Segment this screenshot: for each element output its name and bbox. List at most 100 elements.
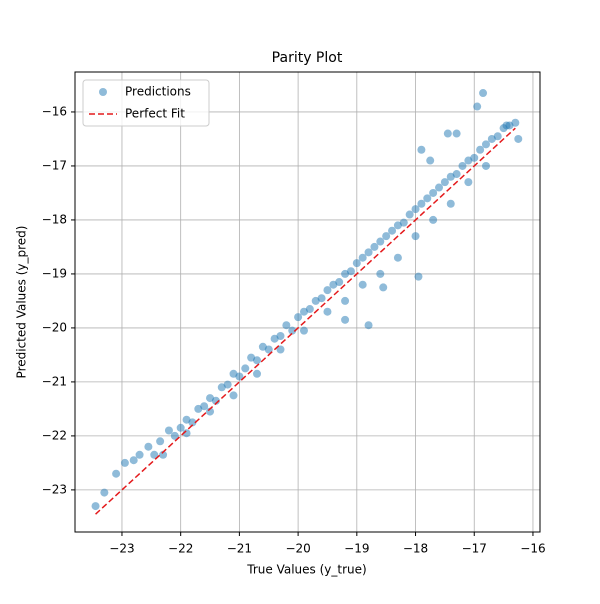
point [364, 321, 373, 330]
point [405, 210, 414, 219]
point [229, 391, 238, 400]
y-tick-label: −21 [42, 374, 67, 388]
y-tick-label: −19 [42, 266, 67, 280]
point [376, 237, 385, 246]
y-tick-label: −17 [42, 158, 67, 172]
point [388, 226, 397, 235]
point [253, 356, 262, 365]
point [417, 145, 426, 154]
point [200, 402, 209, 411]
x-tick-label: −23 [109, 542, 134, 556]
point [341, 315, 350, 324]
point [91, 502, 100, 511]
point [323, 307, 332, 316]
y-axis-label: Predicted Values (y_pred) [15, 226, 29, 379]
legend-label: Predictions [125, 85, 191, 99]
point [144, 442, 153, 451]
point [156, 437, 165, 446]
point [135, 450, 144, 459]
y-tick-label: −23 [42, 482, 67, 496]
point [411, 232, 420, 241]
point [358, 280, 367, 289]
point [476, 145, 485, 154]
x-tick-label: −16 [520, 542, 545, 556]
x-tick-label: −22 [168, 542, 193, 556]
y-tick-label: −16 [42, 104, 67, 118]
x-tick-label: −21 [227, 542, 252, 556]
point [382, 232, 391, 241]
y-tick-label: −22 [42, 428, 67, 442]
point [481, 140, 490, 149]
point [305, 305, 314, 314]
x-tick-label: −19 [344, 542, 369, 556]
point [473, 102, 482, 111]
point [323, 286, 332, 295]
point [446, 199, 455, 208]
point [414, 272, 423, 281]
point [346, 267, 355, 276]
x-tick-label: −18 [403, 542, 428, 556]
point [352, 259, 361, 268]
point [223, 380, 232, 389]
y-tick-label: −20 [42, 320, 67, 334]
point [426, 156, 435, 165]
chart-title: Parity Plot [272, 50, 343, 66]
point [276, 345, 285, 354]
point [429, 188, 438, 197]
point [511, 118, 520, 127]
point [452, 170, 461, 179]
point [241, 364, 250, 373]
point [294, 313, 303, 322]
point [299, 326, 308, 335]
point [399, 218, 408, 227]
point [112, 469, 121, 478]
point [411, 205, 420, 214]
point [393, 253, 402, 262]
point [440, 178, 449, 187]
y-tick-label: −18 [42, 212, 67, 226]
point [502, 121, 511, 130]
point [479, 89, 488, 98]
point [423, 194, 432, 203]
point [150, 450, 159, 459]
point [129, 456, 138, 465]
point [159, 450, 168, 459]
point [206, 407, 215, 416]
point [211, 396, 220, 405]
point [276, 332, 285, 341]
plot-frame [74, 71, 541, 533]
x-axis-label: True Values (y_true) [246, 563, 366, 577]
point [464, 178, 473, 187]
point [176, 423, 185, 432]
point [253, 369, 262, 378]
point [493, 132, 502, 141]
point [100, 488, 109, 497]
legend-label: Perfect Fit [125, 107, 185, 121]
point [120, 458, 129, 467]
point [481, 161, 490, 170]
point [188, 418, 197, 427]
point [417, 199, 426, 208]
line [95, 127, 516, 515]
point [379, 283, 388, 292]
point [164, 426, 173, 435]
point [282, 321, 291, 330]
point [435, 183, 444, 192]
point [514, 134, 523, 143]
point [376, 269, 385, 278]
legend-box [82, 79, 210, 127]
point [364, 248, 373, 257]
point [317, 294, 326, 303]
x-tick-label: −17 [462, 542, 487, 556]
point [264, 345, 273, 354]
point [182, 429, 191, 438]
point [370, 242, 379, 251]
x-tick-label: −20 [285, 542, 310, 556]
point [443, 129, 452, 138]
point [452, 129, 461, 138]
point [458, 161, 467, 170]
point [429, 215, 438, 224]
point [288, 326, 297, 335]
point [341, 296, 350, 305]
